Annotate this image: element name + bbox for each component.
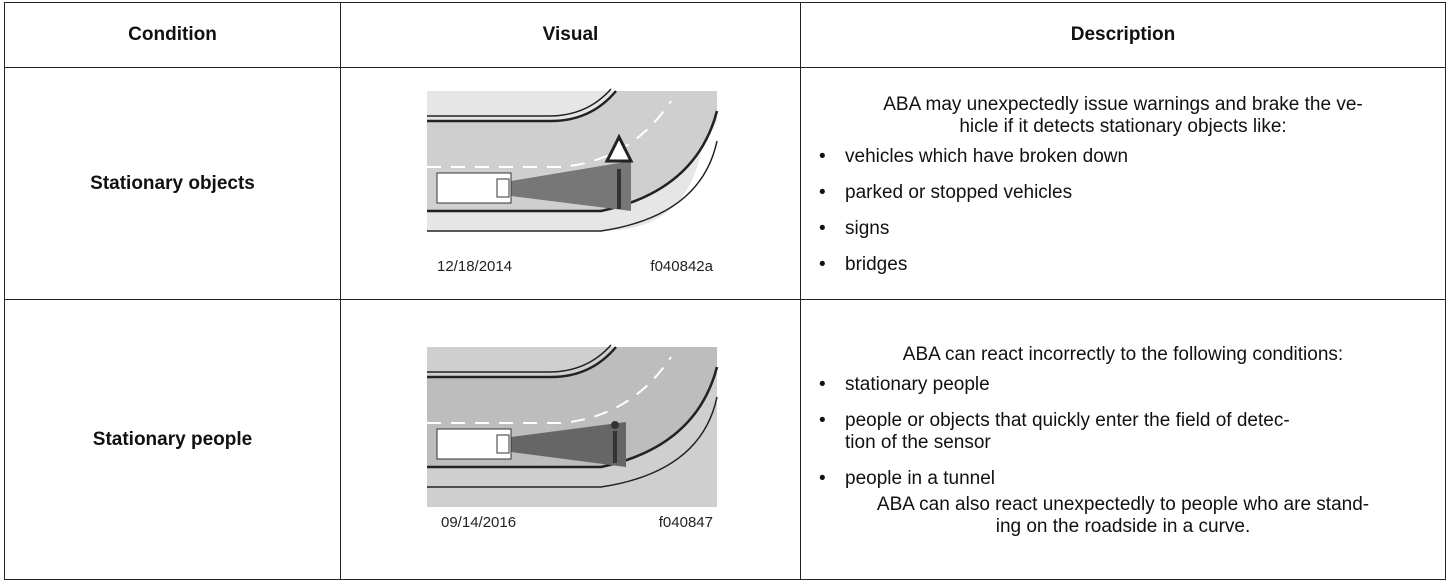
bullet: people in a tunnel [815, 468, 1431, 490]
row: Stationary people 09/14/2016 f040847 ABA [4, 299, 1446, 580]
visual: 09/14/2016 f040847 [340, 299, 801, 580]
image-date: 12/18/2014 [437, 258, 512, 275]
bullet-list: vehicles which have broken down parked o… [815, 146, 1431, 276]
bullet: vehicles which have broken down [815, 146, 1431, 168]
illustration: 12/18/2014 f040842a [426, 88, 718, 275]
visual: 12/18/2014 f040842a [340, 67, 801, 300]
bullet-list: stationary people people or objects that… [815, 374, 1431, 490]
description-intro: ABA may unexpectedly issue warnings and … [883, 93, 1363, 137]
description: ABA may unexpectedly issue warnings and … [800, 67, 1446, 300]
bullet: signs [815, 218, 1431, 240]
description: ABA can react incorrectly to the followi… [800, 299, 1446, 580]
description-intro: ABA can react incorrectly to the followi… [902, 343, 1344, 365]
illustration: 09/14/2016 f040847 [426, 344, 718, 531]
description-outro: ABA can also react unexpectedly to peopl… [876, 493, 1370, 537]
condition: Stationary people [4, 299, 341, 580]
header-cell: Condition [4, 2, 341, 68]
bullet: stationary people [815, 374, 1431, 396]
header-row: Condition Visual Description [4, 2, 1446, 68]
bullet: parked or stopped vehicles [815, 182, 1431, 204]
image-code: f040847 [658, 514, 712, 531]
row: Stationary objects 12/18/2014 f040842a [4, 67, 1446, 300]
header-cell: Description [800, 2, 1446, 68]
condition-table: Condition Visual Description Stationary … [4, 2, 1446, 580]
condition: Stationary objects [4, 67, 341, 300]
image-code: f040842a [650, 258, 713, 275]
bullet: people or objects that quickly enter the… [815, 410, 1431, 454]
header-cell: Visual [340, 2, 801, 68]
bullet: bridges [815, 254, 1431, 276]
image-date: 09/14/2016 [441, 514, 516, 531]
